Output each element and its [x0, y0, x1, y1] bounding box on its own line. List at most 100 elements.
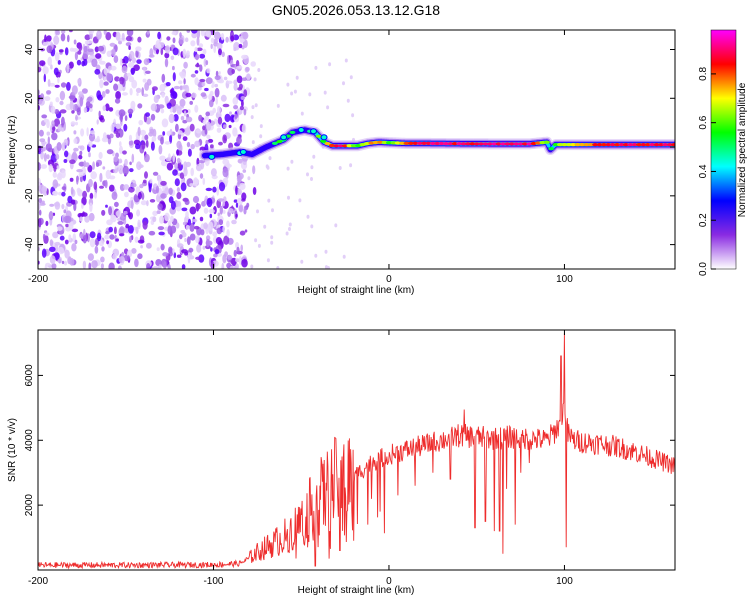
- spectrogram-noise-cell: [195, 256, 202, 260]
- spectrogram-noise-cell: [95, 53, 102, 59]
- spectrogram-noise-cell: [78, 172, 83, 178]
- spectrogram-noise-cell: [182, 197, 189, 202]
- spectrogram-noise-cell: [97, 45, 105, 52]
- spectrogram-noise-cell: [68, 95, 76, 100]
- spectrogram-noise-cell: [131, 79, 138, 89]
- spectrogram-noise-cell: [125, 35, 133, 42]
- spectrogram-ridge-cell: [658, 143, 664, 147]
- snr-xtick-label: -100: [203, 576, 223, 587]
- spectrogram-noise-cell: [166, 162, 174, 171]
- spectrogram-noise-cell: [73, 147, 79, 152]
- spectrogram-noise-cell: [81, 196, 87, 206]
- spectrogram-noise-cell: [40, 146, 46, 152]
- spectrogram-noise-cell: [164, 141, 171, 145]
- spectrogram-ridge-cell: [399, 141, 406, 145]
- spectrogram-noise-cell: [324, 265, 328, 269]
- spectrogram-noise-cell: [105, 204, 108, 208]
- spectrogram-noise-cell: [178, 39, 184, 45]
- spectrogram-noise-cell: [222, 167, 229, 178]
- spectrogram-noise-cell: [43, 118, 49, 123]
- spectrogram-ridge-cell: [627, 143, 634, 147]
- spectrogram-ridge-cell: [239, 148, 247, 155]
- spectrogram-noise-cell: [139, 184, 144, 189]
- colorbar-tick-label: 0.2: [698, 213, 709, 227]
- spectrogram-noise-cell: [208, 208, 215, 214]
- spectrogram-noise-cell: [148, 230, 156, 236]
- spectrogram-noise-cell: [72, 151, 77, 161]
- spectrogram-noise-cell: [165, 82, 171, 87]
- spectrogram-noise-cell: [191, 92, 197, 99]
- spectrogram-noise-cell: [101, 137, 109, 143]
- snr-ytick-label: 2000: [24, 494, 35, 517]
- spectrogram-noise-cell: [137, 36, 142, 43]
- spectrogram-noise-cell: [49, 203, 55, 207]
- spectrogram-ridge-cell: [495, 142, 502, 146]
- spectrogram-noise-cell: [64, 249, 70, 259]
- spectrogram-noise-cell: [176, 157, 181, 164]
- spectrogram-noise-cell: [189, 123, 195, 132]
- spectrogram-noise-cell: [122, 150, 127, 155]
- spectrogram-noise-cell: [176, 187, 180, 193]
- spectrogram-noise-cell: [173, 85, 180, 90]
- spectrogram-noise-cell: [238, 43, 243, 49]
- spectrogram-noise-cell: [216, 127, 222, 133]
- spectrogram-noise-cell: [130, 183, 137, 188]
- spectrogram-noise-cell: [342, 254, 346, 259]
- spectrogram-noise-cell: [87, 164, 93, 173]
- spectrogram-noise-cell: [78, 91, 84, 96]
- spectrogram-noise-cell: [173, 252, 177, 259]
- spectrogram-noise-cell: [196, 47, 203, 52]
- spectrogram-noise-cell: [179, 85, 183, 91]
- spectrogram-ytick-label: 0: [24, 144, 35, 150]
- spectrogram-noise-cell: [241, 258, 248, 268]
- spectrogram-noise-cell: [49, 246, 56, 252]
- spectrogram-noise-cell: [105, 103, 110, 112]
- spectrogram-noise-cell: [223, 76, 228, 81]
- spectrogram-noise-cell: [163, 260, 167, 269]
- spectrogram-ridge-cell: [377, 140, 384, 144]
- spectrogram-noise-cell: [234, 113, 238, 120]
- spectrogram-noise-cell: [191, 30, 198, 34]
- spectrogram-noise-cell: [128, 134, 133, 142]
- spectrogram-noise-cell: [169, 134, 173, 144]
- spectrogram-noise-cell: [59, 109, 67, 114]
- spectrogram-noise-cell: [182, 221, 187, 226]
- spectrogram-noise-cell: [146, 30, 150, 35]
- spectrogram-noise-cell: [76, 169, 83, 173]
- spectrogram-noise-cell: [240, 244, 243, 252]
- spectrogram-noise-cell: [172, 47, 179, 56]
- spectrogram-noise-cell: [167, 263, 171, 269]
- spectrogram-noise-cell: [121, 65, 128, 74]
- spectrogram-noise-cell: [209, 213, 213, 219]
- spectrogram-ridge-cell: [579, 143, 585, 147]
- spectrogram-noise-cell: [310, 177, 313, 181]
- spectrogram-ridge-cell: [310, 128, 318, 135]
- spectrogram-ridge-cell: [618, 143, 625, 147]
- spectrogram-noise-cell: [87, 48, 94, 53]
- spectrogram-ridge-cell: [412, 141, 419, 145]
- spectrogram-noise-cell: [334, 223, 338, 228]
- spectrogram-noise-cell: [76, 175, 79, 185]
- spectrogram-noise-cell: [89, 202, 93, 212]
- figure-title: GN05.2026.053.13.12.G18: [272, 2, 440, 18]
- spectrogram-noise-cell: [195, 235, 200, 244]
- spectrogram-noise-cell: [49, 101, 53, 107]
- spectrogram-noise-cell: [38, 197, 43, 204]
- spectrogram-noise-cell: [225, 36, 229, 43]
- spectrogram-ridge-cell: [570, 143, 577, 147]
- spectrogram-noise-cell: [121, 32, 125, 41]
- spectrogram-noise-cell: [172, 153, 175, 163]
- spectrogram-noise-cell: [38, 218, 42, 228]
- spectrogram-noise-cell: [228, 124, 232, 129]
- spectrogram-noise-cell: [100, 263, 104, 269]
- spectrogram-noise-cell: [235, 202, 239, 208]
- spectrogram-noise-cell: [98, 151, 103, 160]
- spectrogram-noise-cell: [94, 245, 99, 254]
- spectrogram-noise-cell: [111, 48, 116, 57]
- spectrogram-noise-cell: [199, 53, 206, 59]
- spectrogram-noise-cell: [75, 114, 78, 121]
- spectrogram-noise-cell: [259, 134, 263, 139]
- spectrogram-noise-cell: [223, 124, 227, 129]
- spectrogram-frame: [37, 29, 676, 270]
- spectrogram-noise-cell: [105, 89, 110, 94]
